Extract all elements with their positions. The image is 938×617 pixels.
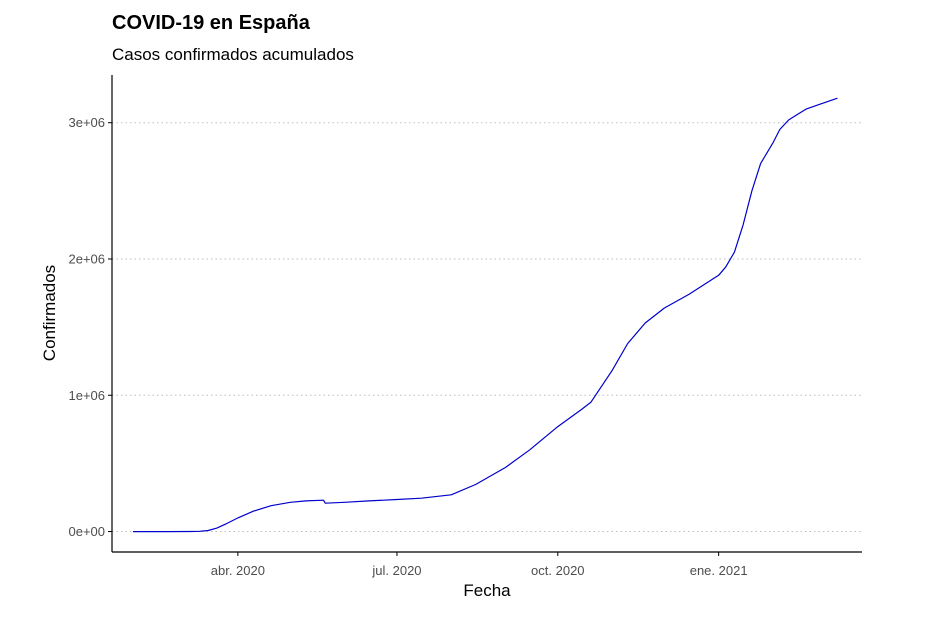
y-axis-ticks: 0e+00 1e+06 2e+06 3e+06 [68, 115, 112, 539]
gridlines [112, 122, 862, 533]
y-tick-label: 3e+06 [68, 115, 105, 130]
x-tick-label: ene. 2021 [690, 563, 748, 578]
series-line [133, 97, 838, 533]
x-axis-ticks: abr. 2020 jul. 2020 oct. 2020 ene. 2021 [211, 552, 748, 578]
chart-title: COVID-19 en España [112, 12, 310, 34]
y-axis-title: Confirmados [40, 265, 59, 361]
x-axis-title: Fecha [463, 581, 511, 600]
y-tick-label: 1e+06 [68, 388, 105, 403]
y-tick-label: 0e+00 [68, 524, 105, 539]
x-tick-label: oct. 2020 [531, 563, 585, 578]
x-tick-label: jul. 2020 [371, 563, 421, 578]
y-tick-label: 2e+06 [68, 251, 105, 266]
x-tick-label: abr. 2020 [211, 563, 265, 578]
chart-subtitle: Casos confirmados acumulados [112, 45, 354, 64]
